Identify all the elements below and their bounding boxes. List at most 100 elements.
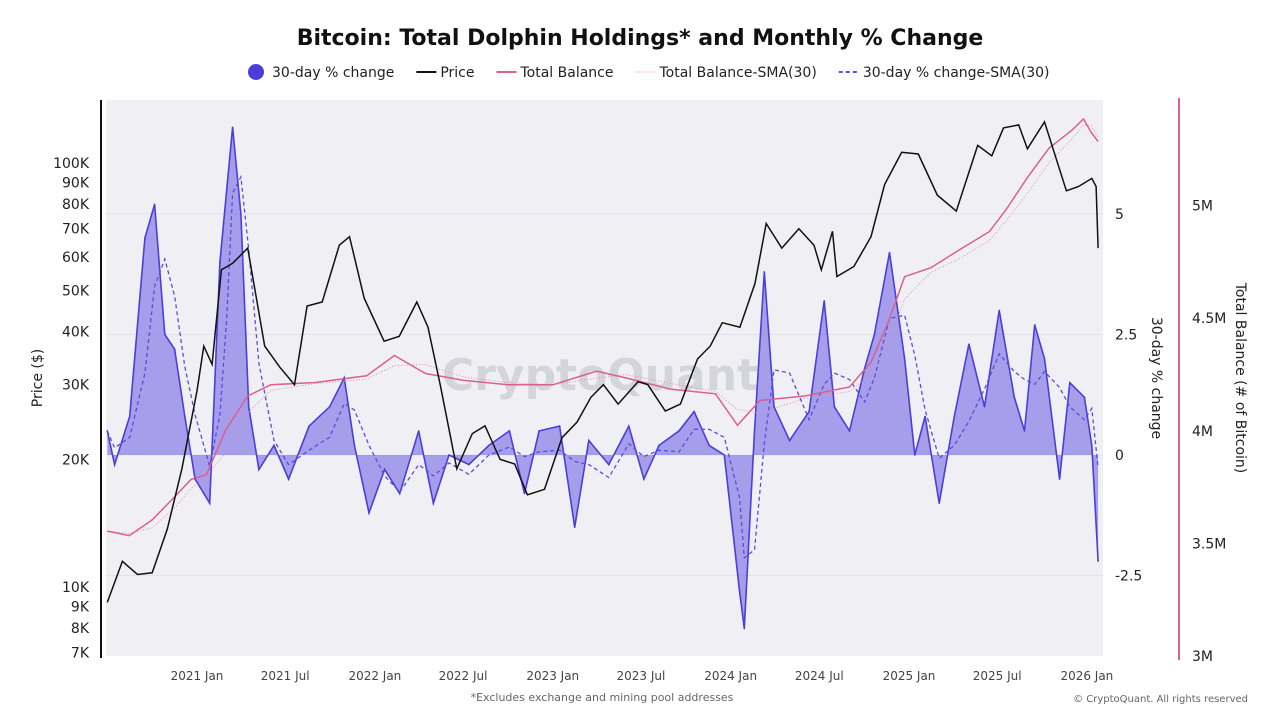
pct-change-point: [258, 468, 260, 471]
y-right2-tick-label: 5M: [1192, 199, 1213, 215]
pct-change-point: [353, 444, 356, 447]
pct-change-point: [723, 454, 726, 456]
pct-change-point: [863, 367, 866, 370]
pct-change-point: [888, 251, 891, 254]
pct-change-point: [773, 406, 775, 408]
pct-change-point: [240, 213, 242, 215]
total-balance-line: [107, 117, 1099, 537]
pct-change-point: [173, 348, 176, 350]
pct-change-point: [328, 406, 331, 408]
price-line: [106, 120, 1099, 603]
legend-marker: [248, 64, 264, 80]
pct-change-point: [113, 463, 116, 466]
pct-change-point: [914, 454, 916, 456]
x-tick-label: 2026 Jan: [1060, 669, 1113, 683]
y-right1-tick-label: 5: [1115, 207, 1124, 223]
y-right2-tick-label: 4.5M: [1192, 311, 1226, 327]
y-right2-label: Total Balance (# of Bitcoin): [1232, 282, 1248, 474]
copyright: © CryptoQuant. All rights reserved: [1073, 694, 1248, 705]
pct-change-point: [538, 430, 540, 432]
legend-item: Total Balance-SMA(30): [635, 65, 817, 81]
legend-label: Total Balance-SMA(30): [658, 65, 816, 81]
chart-title: Bitcoin: Total Dolphin Holdings* and Mon…: [297, 26, 984, 51]
pct-change-point: [924, 415, 926, 418]
y-left-tick-label: 8K: [71, 621, 90, 637]
y-left-tick-label: 40K: [62, 325, 90, 341]
pct-change-point: [128, 415, 131, 418]
pct-change-point: [1058, 478, 1061, 480]
pct-change-point: [368, 512, 370, 514]
pct-change-point: [968, 343, 970, 345]
pct-change-point: [287, 478, 290, 480]
pct-change-point: [658, 444, 660, 447]
y-right1-tick-label: 2.5: [1115, 328, 1137, 344]
pct-change-point: [184, 415, 186, 418]
pct-change-point: [1083, 396, 1086, 398]
pct-change-point: [573, 526, 576, 529]
x-tick-label: 2025 Jul: [973, 669, 1022, 683]
pct-change-point: [708, 444, 710, 447]
pct-change-point: [1043, 357, 1046, 360]
pct-change-point: [808, 410, 810, 413]
pct-change-point: [308, 425, 310, 427]
series-layer: [106, 117, 1099, 630]
pct-change-point: [523, 492, 526, 495]
pct-change-point: [678, 430, 680, 432]
pct-change-point: [1097, 560, 1099, 562]
pct-change-point: [938, 502, 941, 505]
pct-change-point: [873, 333, 876, 336]
y-right2-tick-label: 3.5M: [1192, 536, 1226, 552]
pct-change-point: [788, 439, 791, 442]
pct-change-point: [225, 189, 228, 191]
y-left-tick-label: 10K: [62, 580, 90, 596]
pct-change-point: [468, 463, 470, 466]
x-tick-label: 2024 Jul: [795, 669, 844, 683]
pct-change-point: [743, 627, 746, 630]
x-tick-label: 2023 Jul: [617, 669, 666, 683]
y-left-tick-label: 7K: [71, 646, 90, 662]
pct-change-point: [448, 454, 450, 456]
pct-change-point: [343, 377, 345, 379]
pct-change-point: [1090, 444, 1093, 447]
y-right2-tick-label: 3M: [1192, 649, 1213, 665]
pct-change-point: [488, 444, 490, 447]
pct-change-point: [208, 502, 211, 505]
x-tick-label: 2022 Jan: [348, 669, 401, 683]
pct-change-point: [848, 430, 851, 432]
y-right1-tick-label: -2.5: [1115, 569, 1142, 585]
pct-change-point: [738, 589, 741, 591]
pct-change-point: [823, 299, 826, 302]
pct-change-point: [998, 309, 1000, 312]
pct-change-point: [588, 439, 590, 442]
legend-label: 30-day % change-SMA(30): [863, 65, 1050, 81]
legend: 30-day % change Price Total Balance Total B…: [248, 64, 1050, 81]
pct-change-point: [383, 468, 386, 471]
x-tick-label: 2023 Jan: [526, 669, 579, 683]
pct-change-point: [983, 406, 986, 408]
y-left-tick-label: 100K: [53, 156, 90, 172]
x-tick-label: 2025 Jan: [883, 669, 936, 683]
pct-change-point: [417, 430, 420, 432]
pct-change-point: [1023, 430, 1026, 432]
x-tick-label: 2024 Jan: [704, 669, 757, 683]
legend-label: Price: [440, 65, 474, 81]
x-tick-label: 2021 Jan: [171, 669, 224, 683]
footnote: *Excludes exchange and mining pool addre…: [471, 691, 734, 704]
pct-change-point: [273, 444, 275, 447]
pct-change-point: [1069, 381, 1071, 384]
legend-label: 30-day % change: [272, 65, 394, 81]
pct-change-point: [508, 430, 511, 432]
pct-change-point: [398, 492, 401, 495]
pct-change-point: [153, 203, 156, 206]
pct-change-point: [763, 271, 766, 273]
pct-change-point: [953, 415, 956, 418]
pct-change-line: [106, 127, 1099, 629]
legend-item: 30-day % change: [248, 64, 394, 81]
legend-item: Price: [416, 65, 475, 81]
axes: 7K 8K 9K 10K 20K 30K 40K 50K 60K 70K 80K 90K 100K -2.…: [53, 156, 1226, 683]
pct-change-point: [558, 425, 561, 427]
pct-change-point: [432, 502, 435, 505]
pct-change-point: [693, 410, 695, 413]
pct-change-point: [144, 237, 146, 239]
